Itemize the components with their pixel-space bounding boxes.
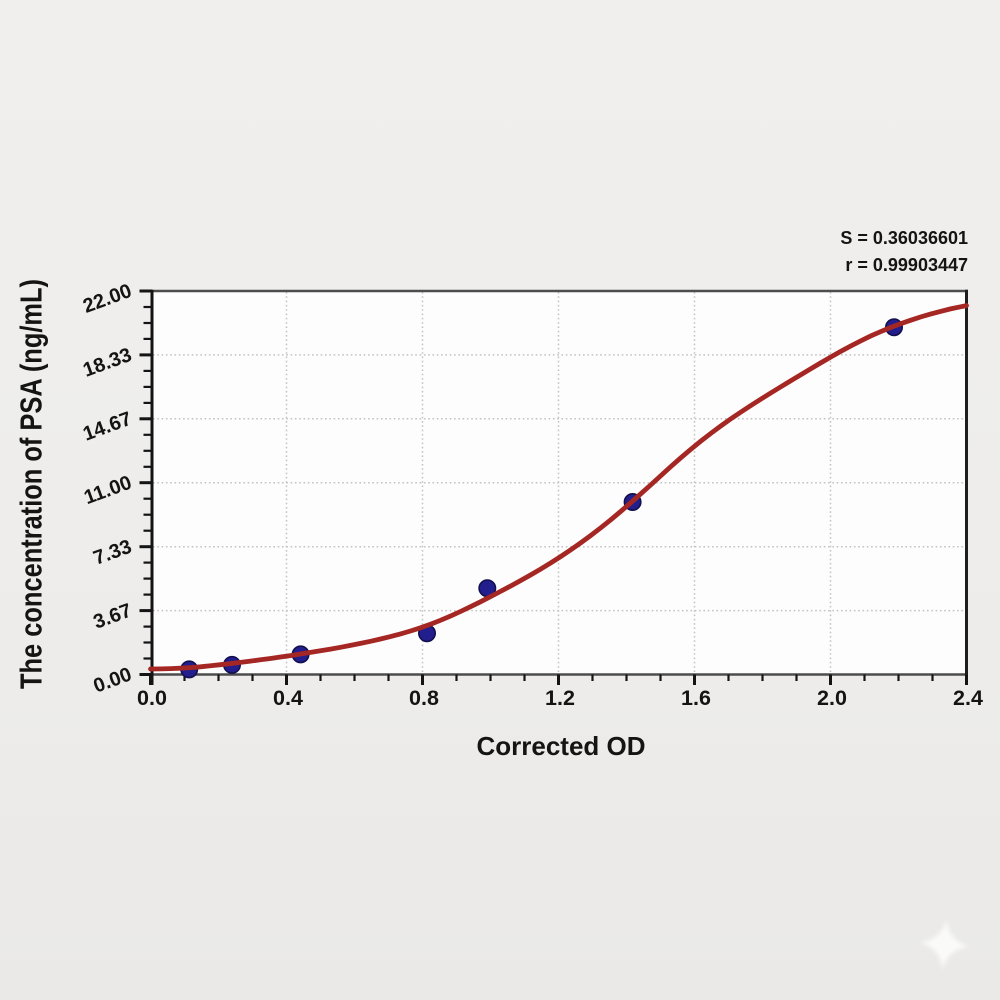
svg-text:r = 0.99903447: r = 0.99903447 [845, 255, 968, 275]
svg-text:1.2: 1.2 [545, 686, 575, 710]
svg-text:The concentration of PSA (ng/m: The concentration of PSA (ng/mL) [14, 279, 49, 689]
svg-text:2.4: 2.4 [953, 686, 983, 710]
svg-text:2.0: 2.0 [817, 686, 847, 710]
svg-text:0.8: 0.8 [409, 686, 439, 710]
svg-text:0.0: 0.0 [137, 686, 167, 710]
svg-text:Corrected OD: Corrected OD [476, 731, 645, 761]
svg-text:0.4: 0.4 [273, 686, 303, 710]
svg-text:1.6: 1.6 [681, 686, 711, 710]
svg-text:S = 0.36036601: S = 0.36036601 [840, 228, 968, 248]
